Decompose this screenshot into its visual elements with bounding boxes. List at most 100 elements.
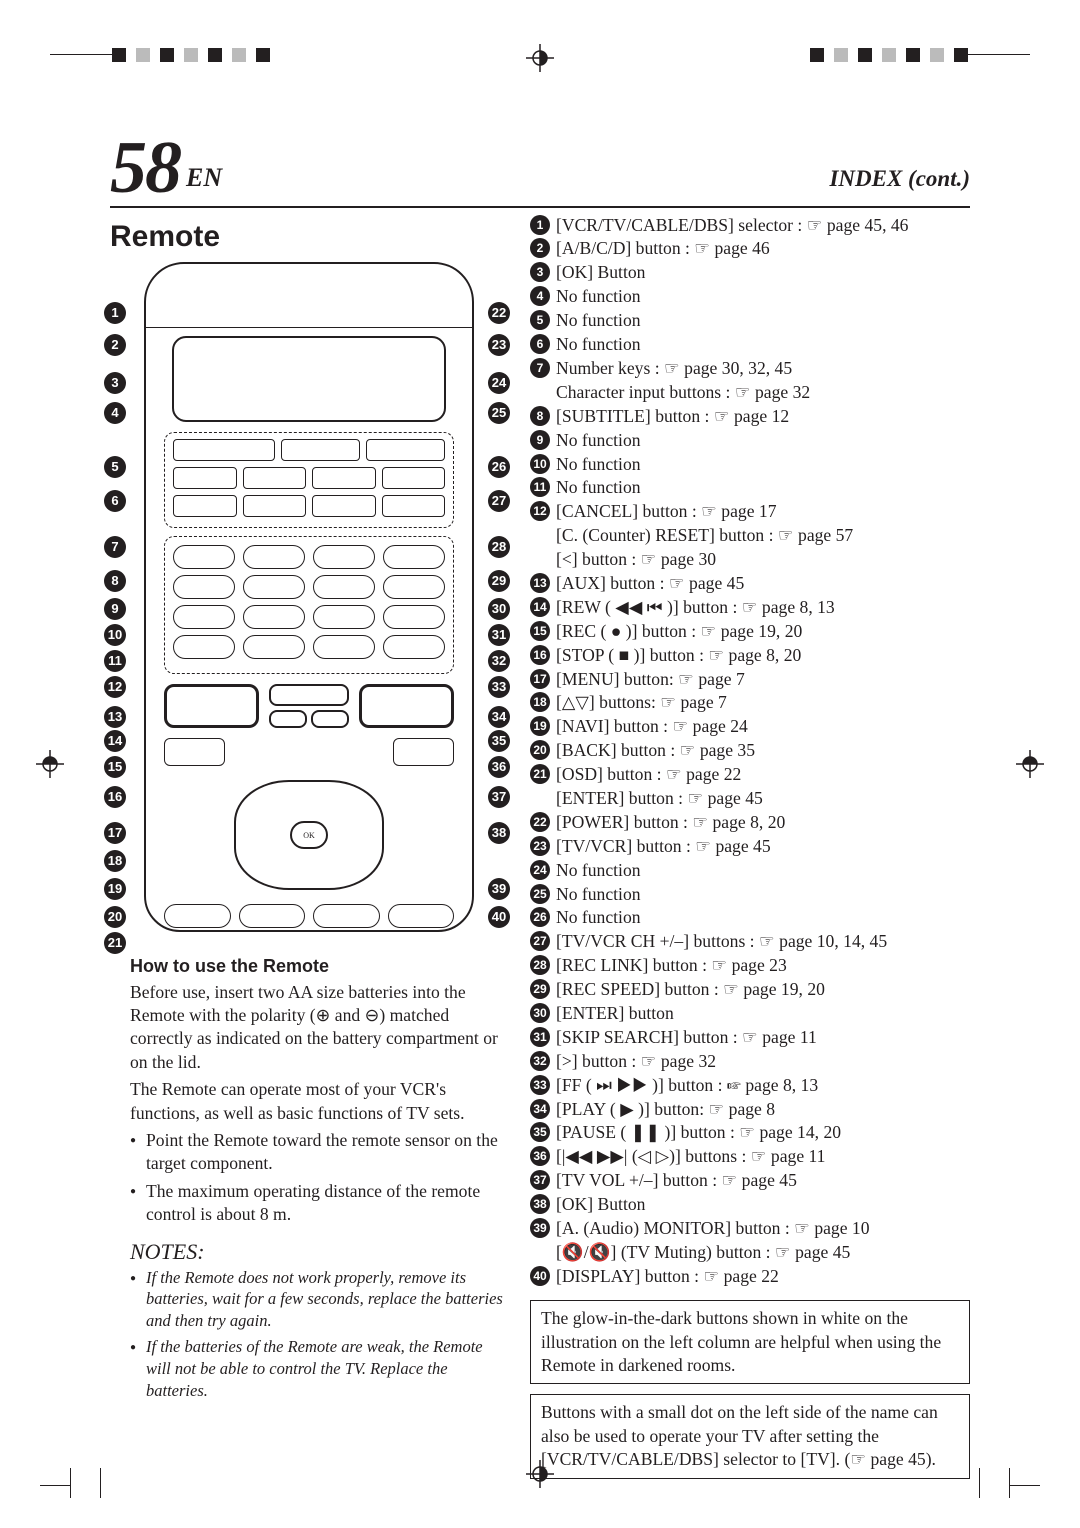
reference-text: No function (556, 477, 641, 497)
reference-text: [REW ( ◀◀ ⏮ )] button : ☞ page 8, 13 (556, 597, 835, 617)
reference-item: 36 [|◀◀ ▶▶| (◁ ▷)] buttons : ☞ page 11 (530, 1145, 970, 1168)
reference-item: 32 [>] button : ☞ page 32 (530, 1050, 970, 1073)
reference-item: 18 [△▽] buttons: ☞ page 7 (530, 691, 970, 714)
reference-number-badge: 21 (530, 764, 550, 784)
reference-number-badge: 31 (530, 1027, 550, 1047)
reference-text: [MENU] button: ☞ page 7 (556, 669, 745, 689)
reference-text: Number keys : ☞ page 30, 32, 45 (556, 358, 792, 378)
callout-number: 37 (488, 786, 510, 808)
reference-item: [🔇/🔇] (TV Muting) button : ☞ page 45 (530, 1241, 970, 1264)
reference-number-badge: 24 (530, 860, 550, 880)
notes-title: NOTES: (130, 1239, 508, 1265)
callout-number: 17 (104, 822, 126, 844)
callout-number: 24 (488, 372, 510, 394)
crop-marks-bottom (0, 1468, 1080, 1498)
reference-text: [PLAY ( ▶ )] button: ☞ page 8 (556, 1099, 775, 1119)
reference-text: [OSD] button : ☞ page 22 (556, 764, 741, 784)
reference-number-badge: 14 (530, 597, 550, 617)
reference-text: [VCR/TV/CABLE/DBS] selector : ☞ page 45,… (556, 215, 908, 235)
reference-number-badge: 38 (530, 1194, 550, 1214)
reference-item: 12 [CANCEL] button : ☞ page 17 (530, 500, 970, 523)
callout-number: 15 (104, 756, 126, 778)
callout-number: 5 (104, 456, 126, 478)
reference-text: [|◀◀ ▶▶| (◁ ▷)] buttons : ☞ page 11 (556, 1146, 825, 1166)
how-bullet: The maximum operating distance of the re… (130, 1180, 508, 1227)
callout-number: 9 (104, 598, 126, 620)
reference-item: 5 No function (530, 309, 970, 332)
reference-number-badge: 35 (530, 1122, 550, 1142)
reference-number-badge: 29 (530, 979, 550, 999)
reference-text: No function (556, 286, 641, 306)
reference-number-badge: 37 (530, 1170, 550, 1190)
reference-text: [>] button : ☞ page 32 (556, 1051, 716, 1071)
reference-number-badge: 25 (530, 884, 550, 904)
crop-marks-top (0, 48, 1080, 76)
registration-mark-icon (36, 750, 64, 778)
page-content: 58 EN INDEX (cont.) Remote (110, 135, 970, 1418)
reference-item: 34 [PLAY ( ▶ )] button: ☞ page 8 (530, 1098, 970, 1121)
reference-number-badge: 28 (530, 955, 550, 975)
reference-text: No function (556, 310, 641, 330)
reference-number-badge: 13 (530, 573, 550, 593)
callout-number: 35 (488, 730, 510, 752)
reference-item: 7 Number keys : ☞ page 30, 32, 45 (530, 357, 970, 380)
callout-number: 31 (488, 624, 510, 646)
reference-number-badge: 7 (530, 358, 550, 378)
reference-text: [NAVI] button : ☞ page 24 (556, 716, 748, 736)
reference-text: No function (556, 884, 641, 904)
reference-text: [FF ( ⏭ ▶▶ )] button : ☞ page 8, 13 (556, 1075, 818, 1095)
callout-number: 10 (104, 624, 126, 646)
reference-item: 11 No function (530, 476, 970, 499)
callout-number: 32 (488, 650, 510, 672)
reference-number-badge: 1 (530, 215, 550, 235)
reference-item: 25 No function (530, 883, 970, 906)
reference-item: 29 [REC SPEED] button : ☞ page 19, 20 (530, 978, 970, 1001)
page-lang-suffix: EN (186, 163, 222, 193)
reference-text: [CANCEL] button : ☞ page 17 (556, 501, 777, 521)
reference-item: 8 [SUBTITLE] button : ☞ page 12 (530, 405, 970, 428)
reference-text: No function (556, 430, 641, 450)
callout-number: 1 (104, 302, 126, 324)
left-column: Remote (110, 214, 508, 1479)
reference-number-badge: 40 (530, 1266, 550, 1286)
reference-number-badge: 32 (530, 1051, 550, 1071)
reference-text: [BACK] button : ☞ page 35 (556, 740, 755, 760)
reference-item: Character input buttons : ☞ page 32 (530, 381, 970, 404)
reference-item: 27 [TV/VCR CH +/–] buttons : ☞ page 10, … (530, 930, 970, 953)
reference-item: 38 [OK] Button (530, 1193, 970, 1216)
reference-text: [OK] Button (556, 262, 645, 282)
reference-text: No function (556, 334, 641, 354)
reference-item: 10 No function (530, 453, 970, 476)
how-to-use-p2: The Remote can operate most of your VCR'… (130, 1078, 508, 1125)
callout-number: 6 (104, 490, 126, 512)
callout-number: 19 (104, 878, 126, 900)
reference-item: 22 [POWER] button : ☞ page 8, 20 (530, 811, 970, 834)
reference-number-badge: 36 (530, 1146, 550, 1166)
callout-number: 22 (488, 302, 510, 324)
callout-number: 29 (488, 570, 510, 592)
reference-item: 2 [A/B/C/D] button : ☞ page 46 (530, 237, 970, 260)
reference-list: 1 [VCR/TV/CABLE/DBS] selector : ☞ page 4… (530, 214, 970, 1289)
notes-bullets: If the Remote does not work properly, re… (130, 1267, 508, 1403)
reference-item: 33 [FF ( ⏭ ▶▶ )] button : ☞ page 8, 13 (530, 1074, 970, 1097)
reference-number-badge: 39 (530, 1218, 550, 1238)
how-to-use-bullets: Point the Remote toward the remote senso… (130, 1129, 508, 1227)
reference-item: 31 [SKIP SEARCH] button : ☞ page 11 (530, 1026, 970, 1049)
section-title-remote: Remote (110, 220, 508, 254)
reference-item: 20 [BACK] button : ☞ page 35 (530, 739, 970, 762)
reference-item: 35 [PAUSE ( ❚❚ )] button : ☞ page 14, 20 (530, 1121, 970, 1144)
callout-number: 25 (488, 402, 510, 424)
callout-number: 18 (104, 850, 126, 872)
callout-number: 11 (104, 650, 126, 672)
reference-item: 14 [REW ( ◀◀ ⏮ )] button : ☞ page 8, 13 (530, 596, 970, 619)
reference-item: 26 No function (530, 906, 970, 929)
reference-number-badge: 15 (530, 621, 550, 641)
reference-number-badge: 33 (530, 1075, 550, 1095)
reference-number-badge: 2 (530, 238, 550, 258)
reference-item: 17 [MENU] button: ☞ page 7 (530, 668, 970, 691)
reference-number-badge: 30 (530, 1003, 550, 1023)
reference-text: No function (556, 454, 641, 474)
reference-text: [REC ( ● )] button : ☞ page 19, 20 (556, 621, 802, 641)
callout-number: 38 (488, 822, 510, 844)
reference-text: No function (556, 907, 641, 927)
